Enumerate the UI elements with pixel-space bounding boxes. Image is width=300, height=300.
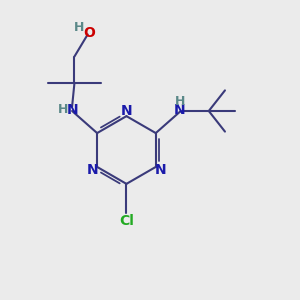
Text: H: H (175, 95, 185, 108)
Text: H: H (58, 103, 68, 116)
Text: N: N (121, 104, 132, 118)
Text: N: N (155, 163, 166, 177)
Text: N: N (87, 163, 98, 177)
Text: O: O (83, 26, 95, 40)
Text: Cl: Cl (119, 214, 134, 228)
Text: N: N (174, 103, 186, 116)
Text: N: N (67, 103, 79, 116)
Text: H: H (74, 22, 85, 34)
